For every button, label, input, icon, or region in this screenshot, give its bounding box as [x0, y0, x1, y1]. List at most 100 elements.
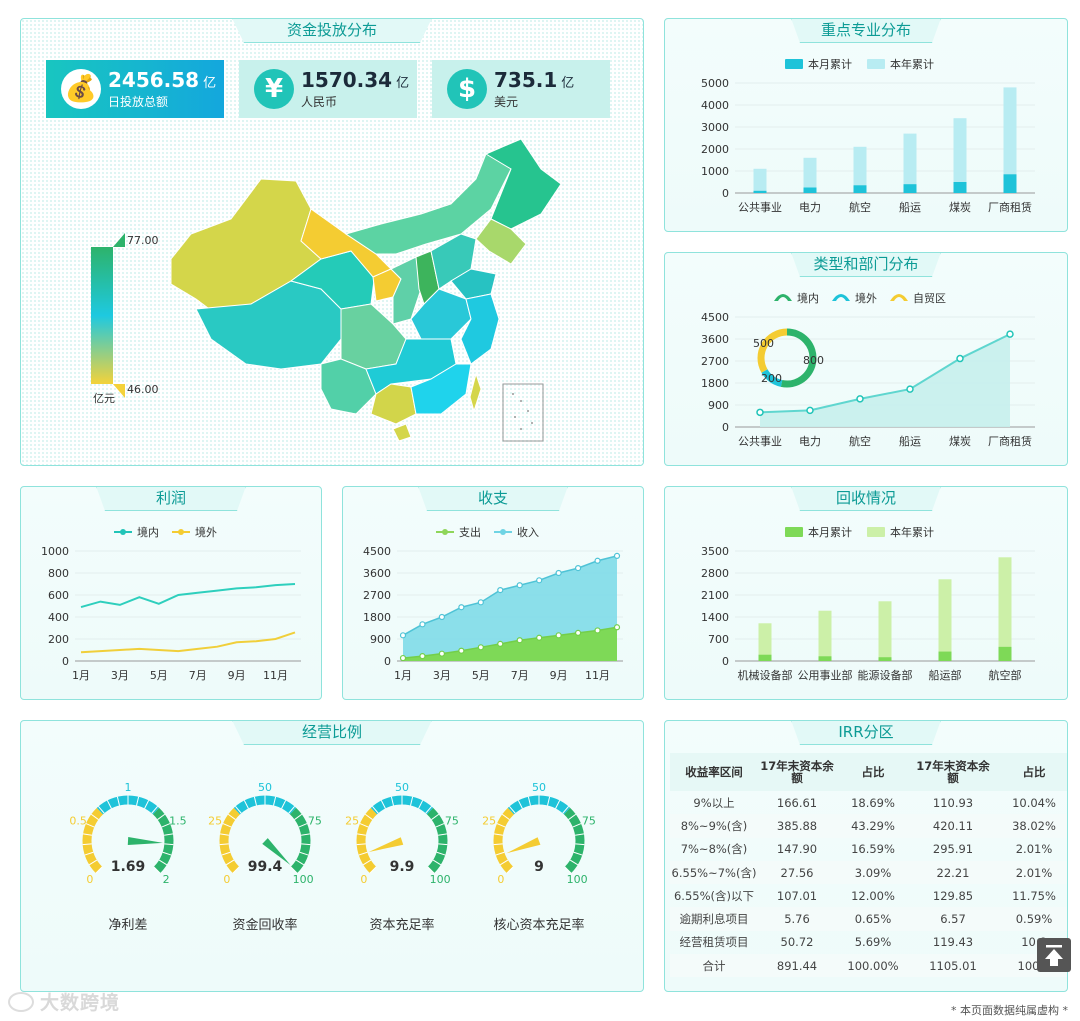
- gauge-tick: [219, 833, 230, 836]
- recovery-bar-month: [938, 651, 952, 661]
- irr-table-cell: 3.09%: [836, 860, 910, 885]
- income-point: [555, 632, 562, 639]
- income-point: [477, 599, 484, 606]
- recovery-xtick-label: 船运部: [929, 668, 962, 682]
- irr-table-cell: 6.57: [910, 907, 996, 931]
- type-dept-point: [756, 408, 764, 417]
- irr-table-cell: 11.75%: [1012, 888, 1056, 903]
- profit-panel-title: 利润: [96, 487, 246, 511]
- gauge-tick: [116, 796, 120, 806]
- major-bar-month: [953, 182, 967, 193]
- major-bar-year: [903, 133, 917, 193]
- income-ytick-label: 0: [384, 655, 391, 668]
- profit-ytick-label: 0: [62, 655, 69, 668]
- gauge-tick: [243, 800, 249, 809]
- gauge-scale-label: 100: [430, 873, 451, 886]
- irr-table-cell: 8%~9%(含): [670, 814, 758, 838]
- irr-table-cell: 18.69%: [851, 795, 895, 810]
- profit-ytick-label: 800: [48, 567, 69, 580]
- income-ytick-label: 3600: [363, 567, 391, 580]
- gauge-tick: [222, 823, 232, 828]
- income-xtick-label: 5月: [472, 669, 490, 682]
- gauge-tick: [151, 806, 158, 814]
- donut-label: 500: [753, 337, 774, 350]
- footer-note: * 本页面数据纯属虚构 *: [951, 1004, 1068, 1017]
- irr-table-row: 合计 891.44 100.00% 1105.01 100.0: [670, 954, 1067, 978]
- income-point: [574, 565, 582, 572]
- donut-label: 200: [761, 372, 782, 385]
- gauge-tick: [410, 796, 414, 806]
- profit-legend-label: 境外: [195, 525, 217, 539]
- profit-xtick-label: 7月: [189, 669, 207, 682]
- type-dept-point: [1006, 330, 1014, 338]
- gauge-tick: [438, 843, 448, 846]
- recovery-ytick-label: 0: [722, 655, 729, 668]
- irr-table-cell: 100.00%: [836, 954, 910, 978]
- gauge-scale-label: 25: [208, 814, 222, 827]
- kpi-total-label: 日投放总额: [108, 95, 169, 109]
- recovery-panel-title: 回收情况: [791, 487, 941, 511]
- gauge-tick: [569, 859, 579, 866]
- income-point: [536, 577, 543, 584]
- gauge-value: 9: [534, 859, 544, 875]
- income-legend-label: 收入: [517, 525, 539, 539]
- gauge-tick: [253, 796, 257, 806]
- income-point: [458, 647, 465, 654]
- gauge-tick: [232, 866, 240, 874]
- income-point: [594, 557, 601, 564]
- type-dept-ytick-label: 2700: [701, 355, 729, 368]
- gauge-tick: [572, 823, 582, 828]
- gauge-needle: [262, 838, 291, 866]
- gauge-scale-label: 0: [86, 873, 93, 886]
- back-to-top-button[interactable]: [1037, 938, 1071, 972]
- type-dept-point: [856, 395, 864, 403]
- irr-table-row: 9%以上 166.61 18.69% 110.93 10.04%: [670, 791, 1067, 814]
- income-point: [399, 632, 407, 639]
- region-yunnan: [320, 358, 377, 415]
- irr-table-cell: 16.59%: [851, 842, 895, 857]
- gauge-tick: [281, 800, 287, 809]
- irr-table-cell: 385.88: [758, 814, 836, 838]
- donut-label: 800: [803, 354, 824, 367]
- gauge-scale-label: 2: [163, 873, 170, 886]
- irr-table-row: 7%~8%(含) 147.90 16.59% 295.91 2.01%: [670, 838, 1067, 861]
- irr-table-row: 经营租赁项目 50.72 5.69% 119.43 10.8: [670, 931, 1067, 954]
- gauge-needle: [368, 837, 404, 852]
- gauge-tick: [493, 833, 504, 836]
- arrow-up-icon: [1045, 945, 1063, 966]
- gauge-tick: [555, 800, 561, 809]
- recovery-ytick-label: 3500: [701, 545, 729, 558]
- gauge-tick: [298, 823, 308, 828]
- irr-table-cell: 107.01: [776, 888, 818, 903]
- profit-xtick-label: 1月: [72, 669, 90, 682]
- income-line-0: [402, 626, 618, 659]
- gauge-tick: [380, 800, 386, 809]
- gauge-scale-label: 1.5: [169, 814, 187, 827]
- gauge-tick: [164, 843, 174, 846]
- gauge-tick: [362, 859, 372, 866]
- kpi-rmb-value: 1570.34: [301, 68, 393, 92]
- gauge-tick: [144, 800, 150, 809]
- income-xtick-label: 3月: [433, 669, 451, 682]
- ratio-panel-title: 经营比例: [232, 721, 432, 745]
- irr-table-cell: 38.02%: [996, 814, 1067, 838]
- irr-table-cell: 0.65%: [836, 907, 910, 931]
- major-bar-year: [1003, 87, 1017, 193]
- recovery-xtick-label: 能源设备部: [858, 668, 913, 682]
- type-dept-point: [806, 406, 814, 415]
- gauge-scale-label: 50: [532, 781, 546, 794]
- income-legend-swatch-dot: [442, 529, 448, 535]
- gauge-tick: [437, 833, 448, 836]
- map-visual: 77.00 46.00 亿元: [91, 138, 562, 442]
- profit-panel: 利润 0 200 400 600 800 1000 境内 境外 1月 3月 5月 7月 9月 11月: [20, 486, 322, 700]
- gauge-scale-label: 50: [395, 781, 409, 794]
- major-bar-year: [803, 157, 817, 193]
- gauge-tick: [288, 806, 295, 814]
- gauge-tick: [547, 796, 551, 806]
- type-dept-xtick-label: 厂商租赁: [988, 434, 1032, 448]
- recovery-legend-label: 本月累计: [808, 525, 852, 539]
- income-point: [438, 613, 446, 621]
- type-dept-xtick-label: 煤炭: [949, 435, 971, 448]
- gauge-tick: [85, 823, 95, 828]
